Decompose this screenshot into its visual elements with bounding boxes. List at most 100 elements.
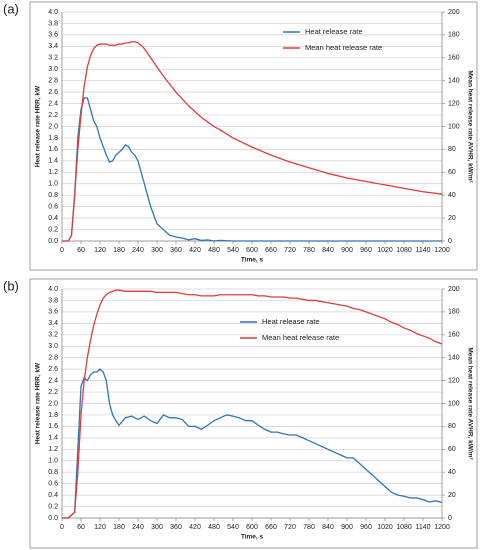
y2-tick-label: 20 [448,215,456,222]
x-tick-label: 0 [60,524,64,531]
y-tick-label: 3.6 [48,32,58,39]
y-tick-label: 2.0 [48,123,58,130]
y2-tick-label: 120 [448,100,460,107]
y2-tick-label: 40 [448,469,456,476]
legend-label: Heat release rate [262,317,320,326]
y2-tick-label: 60 [448,169,456,176]
x-tick-label: 1080 [396,524,412,531]
y-tick-label: 1.0 [48,181,58,188]
x-tick-label: 360 [170,524,182,531]
y-tick-label: 3.4 [48,43,58,50]
y2-tick-label: 140 [448,355,460,362]
y-tick-label: 0.0 [48,238,58,245]
y2-tick-label: 80 [448,146,456,153]
series-line [62,97,442,242]
y-tick-label: 0.4 [48,215,58,222]
x-tick-label: 1200 [434,524,450,531]
y-tick-label: 0.4 [48,492,58,499]
y-tick-label: 0.2 [48,503,58,510]
x-tick-label: 1140 [415,247,430,254]
x-tick-label: 1140 [415,524,430,531]
series-line [62,41,443,242]
y-tick-label: 1.2 [48,169,58,176]
x-tick-label: 180 [113,247,125,254]
y-tick-label: 2.0 [48,400,58,407]
y2-tick-label: 200 [448,286,460,293]
series-line [62,289,443,519]
x-tick-label: 960 [360,247,372,254]
x-tick-label: 60 [77,524,85,531]
x-tick-label: 480 [208,247,220,254]
y-tick-label: 2.2 [48,112,58,119]
x-tick-label: 540 [227,524,239,531]
y-tick-label: 0.0 [48,515,58,522]
y2-tick-label: 0 [448,238,452,245]
y2-tick-label: 40 [448,192,456,199]
y-tick-label: 0.8 [48,469,58,476]
y2-tick-label: 180 [448,32,460,39]
x-tick-label: 1020 [377,247,393,254]
x-tick-label: 960 [360,524,372,531]
x-tick-label: 720 [284,247,296,254]
y-tick-label: 2.6 [48,89,58,96]
x-tick-label: 120 [94,247,106,254]
y-tick-label: 4.0 [48,9,58,16]
y-tick-label: 1.0 [48,458,58,465]
y-tick-label: 3.0 [48,343,58,350]
y-tick-label: 3.0 [48,66,58,73]
y-axis-label: Heat release rate HRR, kW [35,85,42,167]
x-axis-label: Time, s [241,534,264,541]
y2-tick-label: 20 [448,492,456,499]
y-tick-label: 2.6 [48,366,58,373]
x-tick-label: 780 [303,247,315,254]
x-tick-label: 120 [94,524,106,531]
y2-tick-label: 100 [448,123,460,130]
x-axis-label: Time, s [241,257,264,264]
y-tick-label: 4.0 [48,286,58,293]
x-tick-label: 180 [113,524,125,531]
y2-tick-label: 200 [448,9,460,16]
x-tick-label: 900 [341,247,353,254]
panel-title: (a) [3,1,19,16]
y-tick-label: 2.8 [48,355,58,362]
x-tick-label: 1080 [396,247,412,254]
y-tick-label: 3.2 [48,55,58,62]
y-tick-label: 3.8 [48,297,58,304]
y2-tick-label: 80 [448,423,456,430]
y-tick-label: 3.8 [48,20,58,27]
y-tick-label: 1.4 [48,158,58,165]
x-tick-label: 600 [246,247,258,254]
x-tick-label: 240 [132,247,144,254]
y2-tick-label: 160 [448,55,460,62]
x-tick-label: 300 [151,524,163,531]
y-tick-label: 0.8 [48,192,58,199]
y2-tick-label: 0 [448,515,452,522]
x-tick-label: 540 [227,247,239,254]
x-tick-label: 360 [170,247,182,254]
x-tick-label: 720 [284,524,296,531]
x-tick-label: 1200 [434,247,450,254]
y2-tick-label: 140 [448,78,460,85]
y-tick-label: 0.2 [48,226,58,233]
x-tick-label: 480 [208,524,220,531]
legend-label: Mean heat release rate [262,333,339,342]
x-tick-label: 60 [77,247,85,254]
x-tick-label: 1020 [377,524,393,531]
y-tick-label: 2.4 [48,377,58,384]
x-tick-label: 420 [189,247,201,254]
x-tick-label: 240 [132,524,144,531]
y-tick-label: 1.2 [48,446,58,453]
x-tick-label: 0 [60,247,64,254]
x-tick-label: 600 [246,524,258,531]
y-tick-label: 0.6 [48,203,58,210]
panel-title: (b) [3,278,19,293]
y-tick-label: 1.8 [48,412,58,419]
y2-tick-label: 60 [448,446,456,453]
x-tick-label: 900 [341,524,353,531]
y-tick-label: 1.6 [48,423,58,430]
panel-frame [29,1,478,271]
y-tick-label: 3.2 [48,332,58,339]
x-tick-label: 780 [303,524,315,531]
series-line [62,368,443,519]
